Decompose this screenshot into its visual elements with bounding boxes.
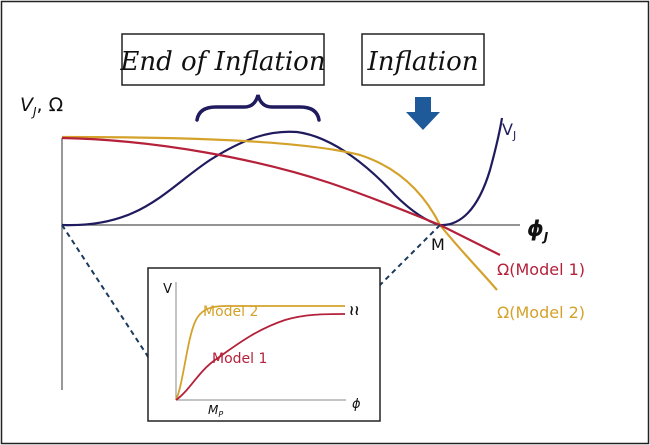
- inset-model2-curve: [175, 305, 345, 401]
- inset-model1-curve: [175, 313, 346, 401]
- omega-model2-curve: [61, 135, 498, 291]
- inset-y-label: V: [163, 282, 172, 297]
- point-m-label: M: [431, 235, 445, 254]
- inflation-box: [361, 33, 485, 86]
- y-axis-label: VJ, Ω: [20, 94, 63, 119]
- inset-tick-mp: MP: [208, 403, 223, 419]
- inset-model2-label: Model 2: [203, 304, 258, 320]
- axis-break-icon: ≀≀: [349, 303, 360, 319]
- inset-model1-label: Model 1: [212, 351, 267, 367]
- end-of-inflation-box: [121, 33, 325, 86]
- end-of-inflation-label: End of Inflation: [119, 47, 325, 77]
- x-axis-label: ϕJ: [527, 217, 549, 244]
- vj-curve: [61, 117, 504, 227]
- omega-model1-label: Ω(Model 1): [497, 260, 585, 279]
- down-arrow-icon: [406, 97, 440, 130]
- inset-plot: V ϕ MP Model 2 Model 1 ≀≀: [147, 267, 381, 422]
- inset-x-label: ϕ: [352, 397, 361, 412]
- brace-icon: [195, 94, 321, 122]
- omega-model1-curve: [61, 136, 501, 256]
- omega-model2-label: Ω(Model 2): [497, 303, 585, 322]
- vj-label: VJ: [502, 120, 516, 142]
- inflation-label: Inflation: [366, 47, 478, 77]
- inset-border: [147, 267, 381, 422]
